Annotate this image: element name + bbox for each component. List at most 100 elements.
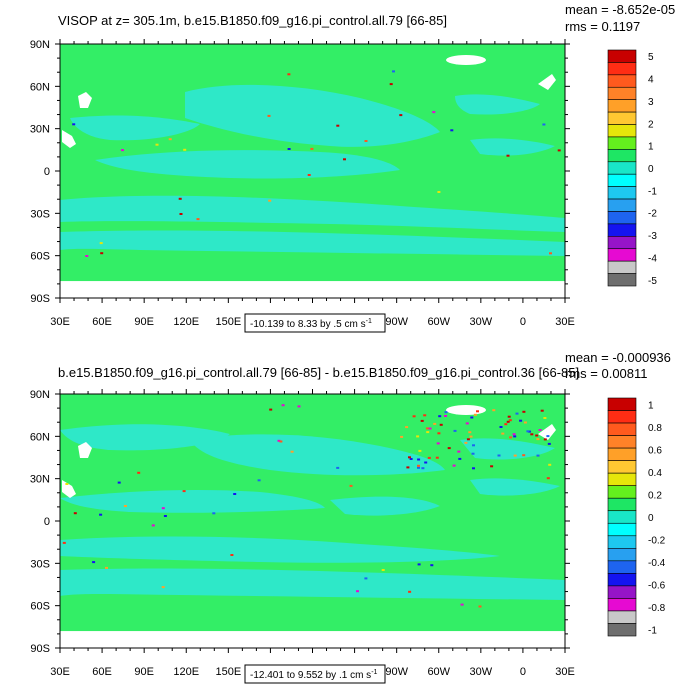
lon-label: 30E [50,316,70,328]
colorbar-swatch [607,161,637,175]
colorbar-label: -1 [648,186,657,197]
field-speckle [447,447,451,450]
field-speckle [408,456,411,459]
map-field [60,394,565,648]
field-speckle [538,429,542,431]
colorbar-label: 0.8 [648,423,662,434]
colorbar-label: -0.4 [648,558,666,569]
field-speckle [179,213,183,215]
field-speckle [432,111,436,114]
field-speckle [433,422,437,425]
colorbar-swatch [607,610,637,624]
field-speckle [522,410,526,413]
field-speckle [436,442,440,445]
no-data-patch [446,55,486,65]
field-speckle [469,435,473,438]
field-speckle [100,252,104,255]
field-speckle [417,563,421,566]
colorbar-swatch [607,435,637,449]
field-speckle [557,149,561,152]
colorbar-label: 0.2 [648,490,662,501]
map-panel-1: 90N60N30N030S60S90S30E60E90E120E150E1801… [30,2,675,333]
field-speckle [406,466,410,469]
field-speckle [438,415,442,418]
colorbar-label: 0.6 [648,445,662,456]
field-speckle [536,438,540,441]
lat-label: 60N [30,431,50,443]
field-speckle [543,417,547,419]
lon-label: 60E [92,666,112,678]
field-negative-region [330,496,440,516]
field-speckle [549,252,552,255]
colorbar-swatch [607,124,637,138]
field-speckle [515,412,519,415]
colorbar-swatch [607,548,637,562]
lon-label: 30E [555,666,575,678]
colorbar-label: -1 [648,626,657,637]
field-speckle [123,505,127,507]
field-speckle [72,123,76,126]
field-speckle [336,124,340,127]
lon-label: 120E [173,316,199,328]
colorbar-label: -5 [648,276,657,287]
field-speckle [117,481,121,484]
colorbar-swatch [607,460,637,474]
colorbar-swatch [607,49,637,63]
field-negative-region [60,536,500,563]
colorbar-label: 3 [648,97,654,108]
field-speckle [435,456,439,459]
colorbar-swatch [607,173,637,187]
lon-label: 90W [385,316,408,328]
colorbar-swatch [607,485,637,499]
colorbar-label: 1 [648,400,654,411]
contour-range-box [244,664,386,684]
field-speckle [409,458,413,460]
field-speckle [65,483,69,485]
field-speckle [267,114,271,117]
colorbar-swatch [607,522,637,537]
no-data-patch [62,130,76,148]
field-speckle [178,197,182,200]
field-speckle [343,158,346,161]
colorbar-swatch [607,236,637,250]
contour-range-label: -12.401 to 9.552 by .1 cm s-1 [250,669,378,681]
colorbar-swatch [607,447,637,461]
colorbar-swatch [607,62,637,76]
field-speckle [381,569,385,571]
no-data-patch [446,405,486,415]
contour-range-box [244,313,386,333]
field-speckle [444,411,448,414]
field-speckle [212,512,216,515]
field-negative-region [60,568,565,600]
field-speckle [513,435,517,438]
lat-label: 90S [30,643,50,655]
colorbar-label: 0 [648,164,654,175]
field-speckle [452,464,456,467]
colorbar-swatch [607,86,637,100]
no-data-antarctica [60,281,565,298]
field-speckle [513,454,517,457]
lon-label: 90E [134,316,154,328]
field-speckle [478,605,482,608]
field-speckle [472,444,475,447]
field-speckle [183,148,187,151]
field-speckle [458,457,462,460]
field-speckle [424,461,428,464]
lon-label: 0 [520,666,526,678]
colorbar-swatch [607,397,637,411]
lon-label: 120E [173,666,199,678]
field-speckle [389,83,393,86]
colorbar-swatch [607,149,637,163]
colorbar-swatch [607,111,637,125]
field-speckle [508,419,512,422]
field-negative-region [60,230,565,256]
field-negative-region [460,438,555,460]
colorbar-label: 1 [648,142,654,153]
field-speckle [437,432,441,435]
colorbar-swatch [607,260,637,274]
rms-value: rms = 0.1197 [565,19,640,34]
field-speckle [453,429,457,432]
field-speckle [507,415,511,418]
rms-value: rms = 0.00811 [565,366,648,381]
field-speckle [287,73,291,76]
